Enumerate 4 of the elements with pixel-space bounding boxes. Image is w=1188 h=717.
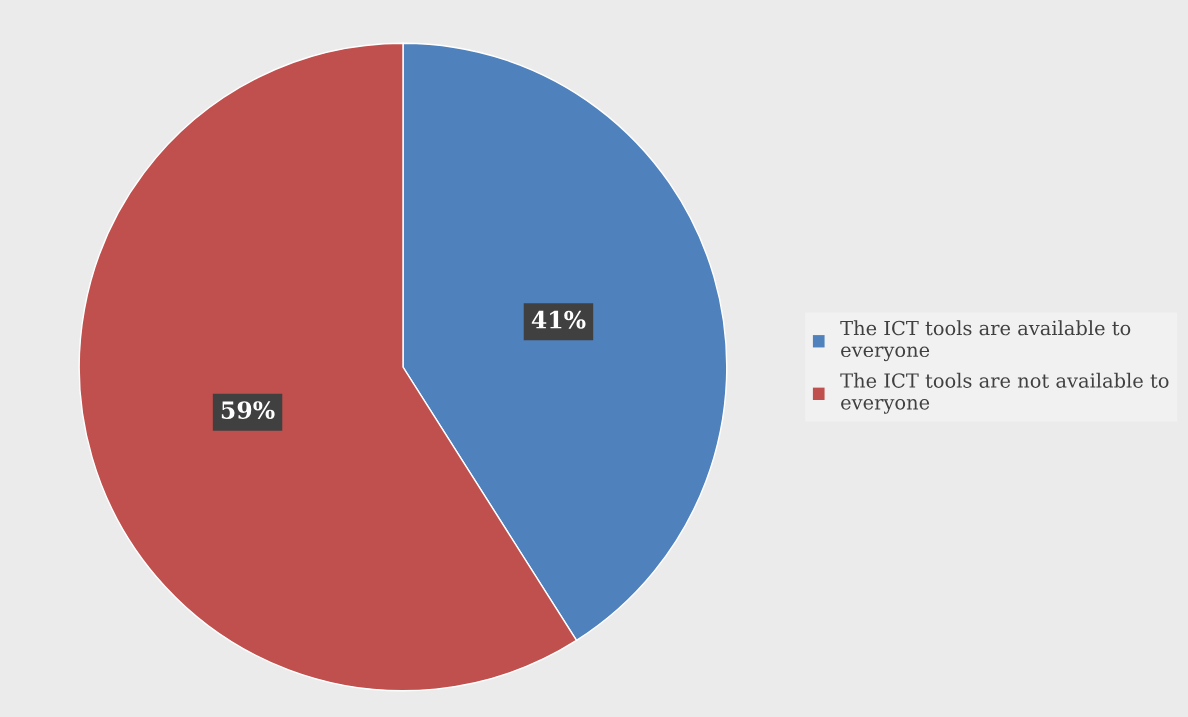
legend-label: The ICT tools are not available to everyone <box>840 372 1169 414</box>
legend-label: The ICT tools are available to everyone <box>840 320 1131 362</box>
data-label: 59% <box>221 401 275 420</box>
data-label: 41% <box>531 310 586 329</box>
